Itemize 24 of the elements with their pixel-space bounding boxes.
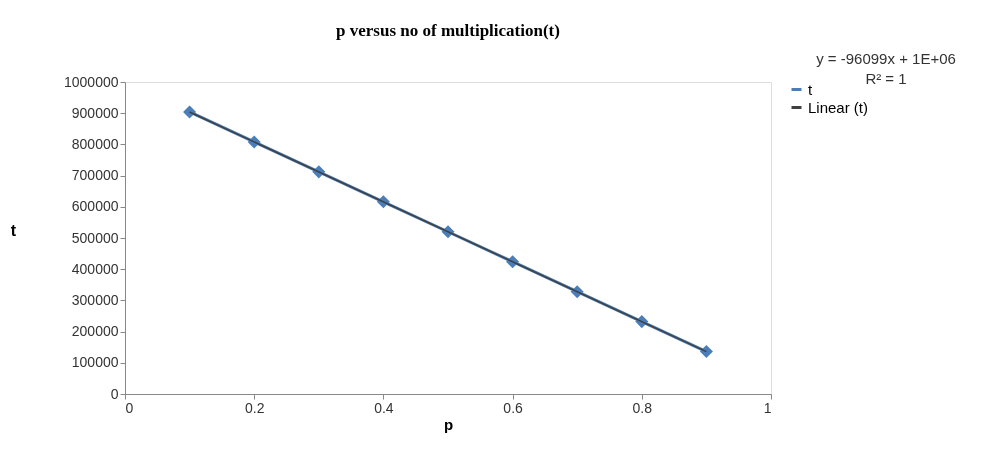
x-tick-label: 0.4 [374,399,394,416]
y-tick-label: 900000 [71,104,119,121]
y-tick-label: 700000 [71,167,119,184]
y-tick-label: 0 [110,385,119,402]
legend-label: t [808,80,813,98]
text: y = -96099x + 1E+06 [816,50,956,67]
text: R² = 1 [865,70,907,87]
x-tick-label: 0.2 [244,399,265,416]
y-tick-label: 600000 [71,198,119,215]
legend-label: Linear (t) [808,98,869,116]
y-tick-label: 500000 [71,229,119,246]
x-tick-label: 0 [125,399,134,416]
y-tick-label: 1000000 [63,73,119,90]
x-tick-label: 1 [763,399,772,416]
y-tick-label: 800000 [71,135,119,152]
y-tick-label: 100000 [71,354,119,371]
chart-title: p versus no of multiplication(t) [336,21,560,40]
y-tick-label: 400000 [71,260,119,277]
y-tick-label: 200000 [71,323,119,340]
x-tick-label: 0.8 [632,399,653,416]
y-tick-label: 300000 [71,291,119,308]
y-axis-title: t [10,221,17,239]
x-axis-title: p [443,415,454,433]
x-tick-label: 0.6 [503,399,524,416]
